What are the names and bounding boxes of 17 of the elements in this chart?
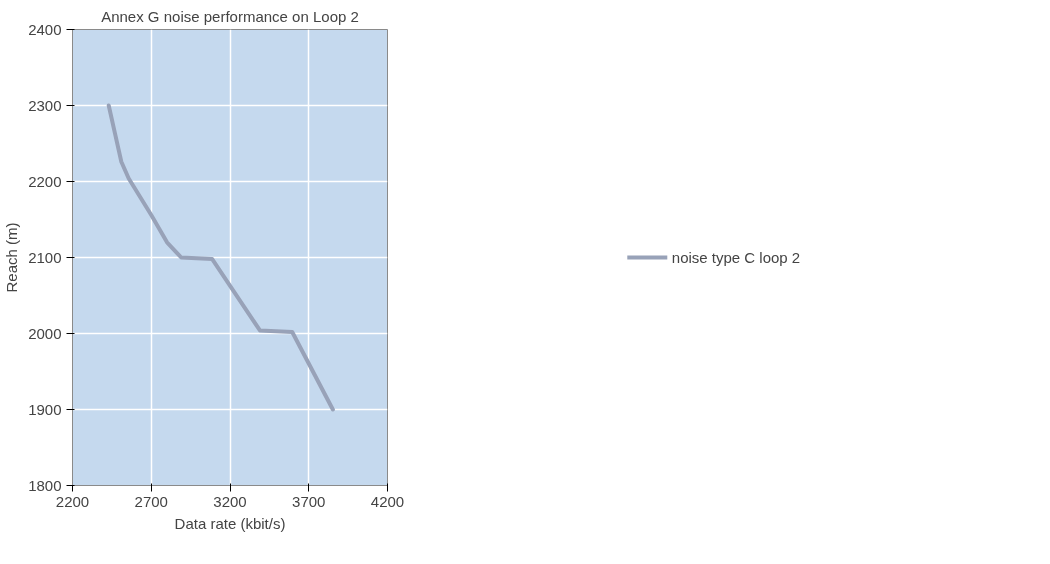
y-tick-label: 1900 (28, 400, 62, 418)
x-tick-label: 3200 (213, 492, 247, 510)
legend-label: noise type C loop 2 (671, 248, 801, 266)
y-tick-label: 1800 (28, 476, 62, 494)
x-tick-label: 2700 (134, 492, 168, 510)
y-tick-label: 2100 (28, 248, 62, 266)
y-tick-label: 2400 (28, 20, 62, 38)
x-tick-label: 3700 (292, 492, 326, 510)
y-tick-label: 2300 (28, 96, 62, 114)
x-tick-label: 2200 (55, 492, 90, 510)
x-axis-title: Data rate (kbit/s) (174, 514, 286, 532)
y-tick-label: 2000 (28, 324, 62, 342)
y-axis-title: Reach (m) (3, 222, 21, 293)
chart-title: Annex G noise performance on Loop 2 (101, 7, 359, 25)
x-tick-label: 4200 (370, 492, 405, 510)
line-series (106, 103, 335, 412)
y-tick-label: 2200 (28, 172, 62, 190)
